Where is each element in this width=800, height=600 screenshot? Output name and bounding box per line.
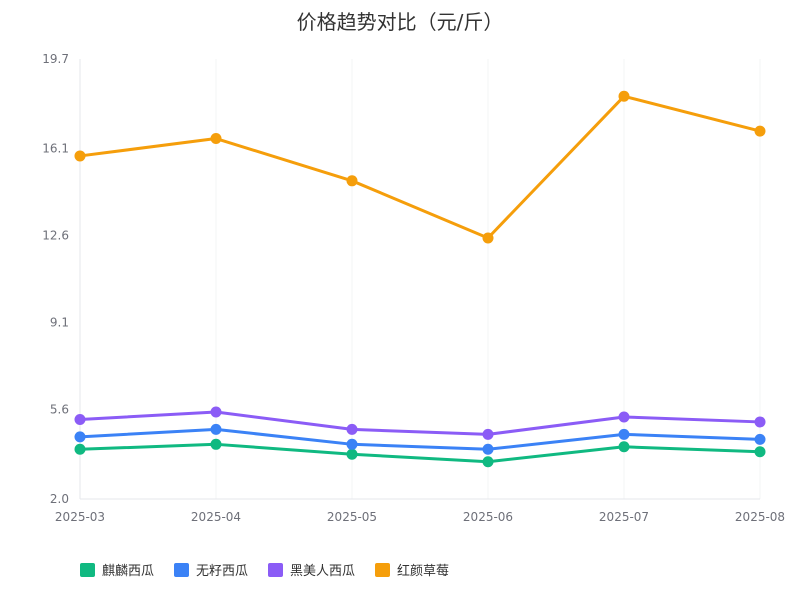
data-point[interactable] [346, 438, 358, 450]
x-tick-label: 2025-04 [191, 510, 241, 524]
x-tick-label: 2025-03 [55, 510, 105, 524]
data-point[interactable] [482, 456, 494, 468]
x-tick-label: 2025-07 [599, 510, 649, 524]
data-point[interactable] [346, 448, 358, 460]
data-point[interactable] [346, 423, 358, 435]
data-point[interactable] [482, 443, 494, 455]
data-point[interactable] [210, 423, 222, 435]
legend-label: 麒麟西瓜 [102, 563, 154, 579]
data-point[interactable] [210, 133, 222, 145]
data-point[interactable] [618, 441, 630, 453]
legend-swatch [268, 563, 283, 577]
data-point[interactable] [210, 406, 222, 418]
legend-item[interactable]: 黑美人西瓜 [268, 563, 355, 579]
legend: 麒麟西瓜 无籽西瓜 黑美人西瓜 红颜草莓 [80, 563, 449, 579]
series-layer [74, 90, 766, 468]
legend-item[interactable]: 无籽西瓜 [174, 563, 248, 579]
axes: 2.0 5.6 9.1 12.6 16.1 19.7 2025-03 2025-04 2025-… [42, 52, 785, 524]
y-tick-label: 5.6 [50, 403, 69, 417]
x-tick-label: 2025-06 [463, 510, 513, 524]
data-point[interactable] [74, 413, 86, 425]
x-tick-label: 2025-08 [735, 510, 785, 524]
legend-label: 无籽西瓜 [196, 564, 248, 579]
data-point[interactable] [618, 428, 630, 440]
data-point[interactable] [74, 431, 86, 443]
data-point[interactable] [482, 232, 494, 244]
data-point[interactable] [618, 411, 630, 423]
data-point[interactable] [754, 446, 766, 458]
series-line [78, 410, 762, 436]
data-point[interactable] [74, 443, 86, 455]
data-point[interactable] [754, 125, 766, 137]
y-tick-label: 16.1 [42, 141, 69, 155]
legend-swatch [80, 563, 95, 577]
legend-swatch [174, 563, 189, 577]
data-point[interactable] [754, 416, 766, 428]
x-tick-label: 2025-05 [327, 510, 377, 524]
chart-title: 价格趋势对比（元/斤） [297, 10, 504, 34]
legend-item[interactable]: 麒麟西瓜 [80, 563, 154, 579]
series-3 [74, 90, 766, 244]
legend-item[interactable]: 红颜草莓 [375, 563, 449, 579]
series-line [78, 94, 762, 240]
series-1 [74, 423, 766, 455]
data-point[interactable] [618, 90, 630, 102]
series-0 [74, 438, 766, 468]
y-tick-label: 12.6 [42, 228, 69, 242]
data-point[interactable] [74, 150, 86, 162]
data-point[interactable] [482, 428, 494, 440]
data-point[interactable] [346, 175, 358, 187]
series-line [78, 427, 762, 451]
y-tick-label: 19.7 [42, 52, 69, 66]
series-line [78, 442, 762, 464]
series-2 [74, 406, 766, 440]
data-point[interactable] [754, 433, 766, 445]
data-point[interactable] [210, 438, 222, 450]
legend-label: 红颜草莓 [397, 563, 449, 579]
legend-label: 黑美人西瓜 [290, 564, 355, 579]
y-tick-label: 2.0 [50, 492, 69, 506]
legend-swatch [375, 563, 390, 577]
y-tick-label: 9.1 [50, 316, 69, 330]
